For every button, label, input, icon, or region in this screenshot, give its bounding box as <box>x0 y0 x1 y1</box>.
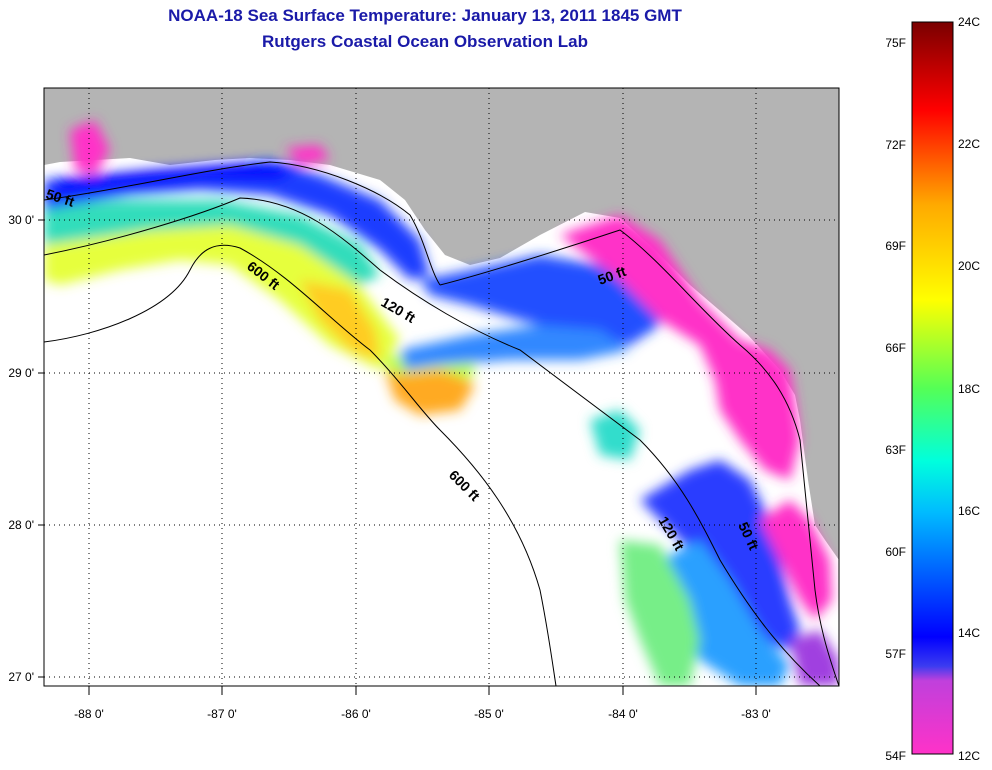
lat-tick-label: 29 0' <box>8 366 34 380</box>
contour-600ft <box>44 244 557 686</box>
map-title: NOAA-18 Sea Surface Temperature: January… <box>168 6 682 25</box>
color-scale-label-f: 72F <box>885 138 906 152</box>
lat-tick-label: 28 0' <box>8 518 34 532</box>
contour-120ft <box>44 197 821 686</box>
color-scale-label-f: 60F <box>885 545 906 559</box>
lon-tick-label: -87 0' <box>207 707 237 721</box>
lon-tick-label: -86 0' <box>341 707 371 721</box>
color-scale-bar <box>911 21 954 755</box>
color-scale-label-c: 20C <box>958 259 980 273</box>
color-scale-label-c: 24C <box>958 15 980 29</box>
color-scale-label-c: 22C <box>958 137 980 151</box>
lon-tick-label: -88 0' <box>74 707 104 721</box>
axis-ticks <box>38 219 757 695</box>
color-scale-label-f: 66F <box>885 341 906 355</box>
lon-tick-label: -83 0' <box>741 707 771 721</box>
color-scale-label-f: 57F <box>885 647 906 661</box>
sst-map: -88 0' -87 0' -86 0' -85 0' -84 0' -83 0… <box>8 87 840 721</box>
color-scale-label-f: 75F <box>885 36 906 50</box>
map-frame <box>43 87 840 687</box>
lon-tick-label: -84 0' <box>608 707 638 721</box>
color-scale-label-c: 12C <box>958 749 980 763</box>
contour-50ft-west <box>44 161 441 286</box>
lat-tick-label: 27 0' <box>8 670 34 684</box>
land-mass <box>44 88 839 560</box>
color-scale-label-c: 18C <box>958 382 980 396</box>
color-scale-label-c: 14C <box>958 626 980 640</box>
lon-tick-label: -85 0' <box>474 707 504 721</box>
color-scale-label-c: 16C <box>958 504 980 518</box>
color-scale-label-f: 69F <box>885 239 906 253</box>
color-scale-label-f: 54F <box>885 749 906 763</box>
map-subtitle: Rutgers Coastal Ocean Observation Lab <box>262 32 588 51</box>
sst-field <box>44 120 839 686</box>
color-scale-label-f: 63F <box>885 443 906 457</box>
lat-tick-label: 30 0' <box>8 213 34 227</box>
contour-50ft-east <box>439 229 839 686</box>
